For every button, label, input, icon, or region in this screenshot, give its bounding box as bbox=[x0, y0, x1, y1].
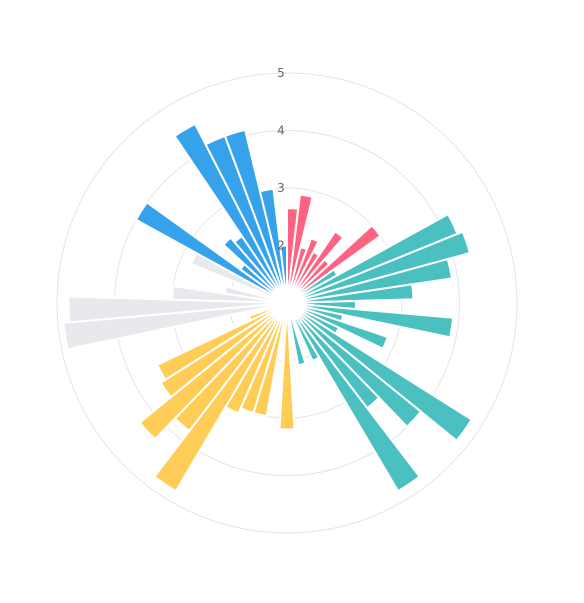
polar-bar bbox=[286, 223, 382, 304]
polar-bar bbox=[286, 230, 472, 304]
polar-bar bbox=[221, 236, 288, 304]
center-hub bbox=[284, 300, 290, 306]
polar-bar bbox=[286, 230, 345, 304]
polar-bar bbox=[62, 302, 288, 351]
polar-bar bbox=[247, 302, 288, 322]
polar-bar bbox=[173, 122, 288, 304]
polar-bar bbox=[223, 285, 288, 304]
r-tick-2: 2 bbox=[277, 239, 285, 253]
polar-bar bbox=[134, 201, 288, 304]
polar-bar bbox=[153, 302, 288, 493]
polar-bar bbox=[159, 302, 288, 399]
polar-bar bbox=[67, 295, 288, 324]
polar-bar bbox=[279, 244, 288, 304]
polar-bar bbox=[286, 302, 423, 429]
polar-bar bbox=[138, 302, 288, 441]
r-tick-5: 5 bbox=[277, 66, 285, 80]
polar-bar bbox=[286, 302, 474, 443]
polar-bar bbox=[223, 128, 288, 304]
polar-bar bbox=[286, 302, 321, 363]
polar-bar bbox=[258, 187, 288, 304]
radial-tick-labels: 2 3 4 5 bbox=[277, 66, 285, 253]
polar-bar bbox=[155, 302, 288, 382]
polar-bar bbox=[286, 257, 454, 304]
bars-group bbox=[62, 122, 474, 493]
grid-ring bbox=[56, 72, 518, 534]
r-tick-3: 3 bbox=[277, 181, 285, 195]
polar-bar bbox=[286, 302, 421, 493]
r-tick-4: 4 bbox=[277, 124, 285, 138]
polar-bar bbox=[286, 302, 307, 367]
polar-bar bbox=[278, 302, 296, 431]
polar-bar bbox=[286, 283, 415, 304]
